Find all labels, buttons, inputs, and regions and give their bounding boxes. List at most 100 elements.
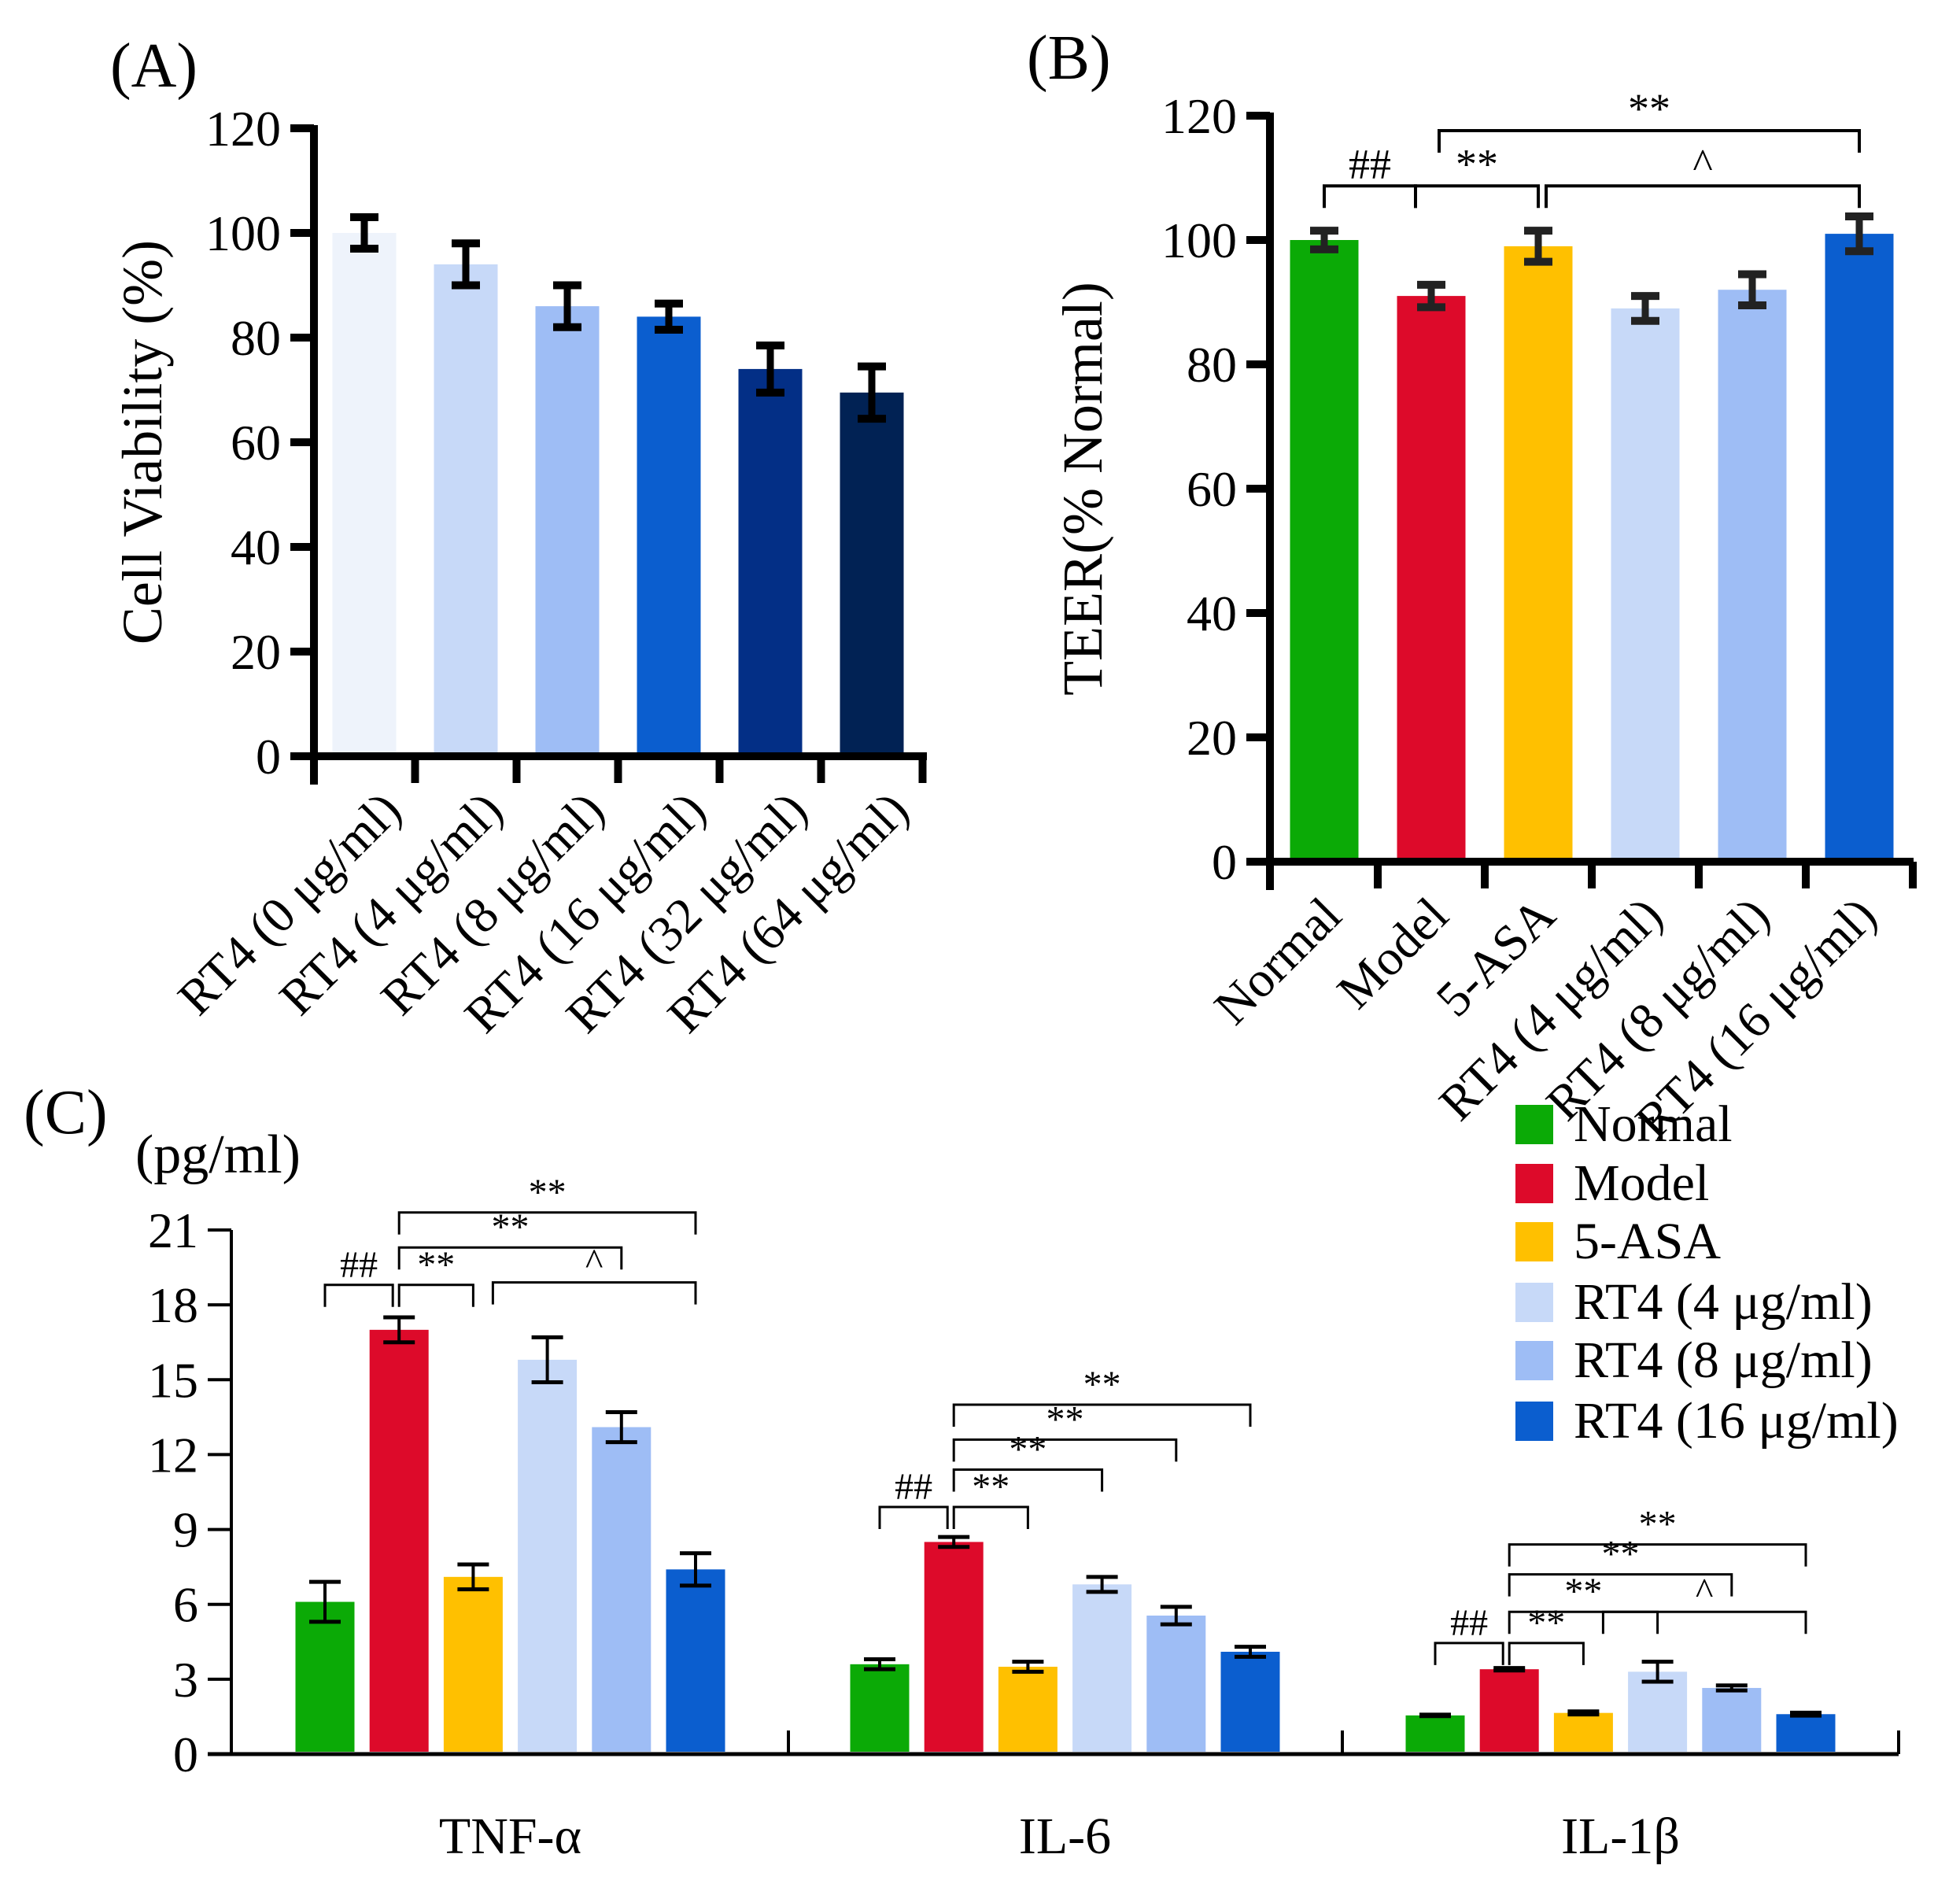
significance-label: ## — [1450, 1602, 1488, 1644]
y-tick-label: 100 — [205, 205, 281, 261]
legend-label: RT4 (8 μg/ml) — [1574, 1332, 1873, 1389]
bar — [1504, 246, 1573, 858]
y-axis-title: (pg/ml) — [135, 1125, 301, 1185]
legend-label: 5-ASA — [1574, 1213, 1721, 1270]
significance-bracket — [952, 1403, 1252, 1427]
bar — [592, 1427, 651, 1752]
bar — [1405, 1715, 1465, 1752]
y-tick-label: 0 — [256, 729, 281, 785]
bar — [332, 233, 397, 752]
y-tick-label: 100 — [1161, 212, 1237, 268]
legend-item: Normal — [1515, 1095, 1733, 1153]
y-tick-label: 120 — [205, 101, 281, 157]
bar — [924, 1542, 984, 1752]
significance-bracket — [1508, 1642, 1585, 1665]
significance-label: ** — [1602, 1534, 1640, 1575]
bar — [850, 1664, 910, 1752]
significance-label: ** — [1083, 1364, 1121, 1405]
significance-bracket — [878, 1505, 949, 1530]
significance-bracket — [952, 1438, 1178, 1462]
y-tick-label: 6 — [173, 1577, 198, 1633]
significance-bracket — [491, 1281, 697, 1305]
significance-label: ## — [1349, 140, 1391, 187]
bar — [738, 368, 803, 752]
significance-label: ** — [1628, 85, 1670, 132]
bar — [1776, 1714, 1836, 1752]
group-label: TNF-α — [439, 1808, 581, 1865]
legend-item: RT4 (8 μg/ml) — [1515, 1332, 1873, 1389]
bar — [434, 264, 498, 752]
bar — [295, 1601, 355, 1752]
y-tick-label: 0 — [173, 1727, 198, 1782]
significance-label: ## — [340, 1244, 378, 1286]
significance-bracket — [1414, 184, 1540, 209]
legend-swatch — [1515, 1402, 1553, 1441]
panel-c-cytokines: (C) (pg/ml) 0 3 6 9 12 15 18 21 TNF-α IL-6 IL-1β ## **… — [24, 1078, 1900, 1865]
bar — [1220, 1651, 1280, 1752]
significance-label: ** — [1456, 140, 1498, 187]
bar — [1146, 1615, 1206, 1752]
significance-label: ** — [972, 1466, 1010, 1508]
significance-bracket — [397, 1283, 474, 1307]
y-tick-label: 3 — [173, 1652, 198, 1708]
bar — [1718, 290, 1787, 858]
panel-label: (A) — [110, 31, 197, 101]
bar — [1825, 234, 1894, 859]
bar — [1553, 1712, 1613, 1752]
legend-item: RT4 (16 μg/ml) — [1515, 1392, 1899, 1450]
legend-label: Model — [1574, 1154, 1709, 1212]
significance-bracket — [1438, 128, 1861, 153]
y-tick-label: 12 — [148, 1427, 198, 1483]
y-tick-label: 9 — [173, 1502, 198, 1558]
y-tick-label: 120 — [1161, 88, 1237, 144]
group-label: IL-6 — [1019, 1808, 1111, 1865]
y-tick-label: 18 — [148, 1277, 198, 1333]
significance-bracket — [1434, 1642, 1504, 1665]
significance-bracket — [323, 1283, 394, 1307]
bar — [1290, 240, 1359, 858]
bar — [1702, 1687, 1762, 1752]
y-tick-label: 60 — [1187, 461, 1237, 517]
y-tick-label: 0 — [1212, 834, 1237, 890]
bar — [1611, 308, 1680, 858]
legend-swatch — [1515, 1105, 1553, 1144]
significance-bracket — [1545, 184, 1861, 209]
bar — [840, 392, 904, 752]
legend-item: RT4 (4 μg/ml) — [1515, 1273, 1873, 1331]
bar — [1479, 1669, 1539, 1752]
significance-label: ** — [1009, 1428, 1046, 1470]
significance-bracket — [397, 1246, 623, 1270]
bar — [535, 306, 600, 753]
bar — [637, 316, 701, 752]
significance-bracket — [1601, 1610, 1807, 1634]
bar — [369, 1329, 429, 1752]
significance-bracket — [1508, 1573, 1733, 1597]
panel-label: (C) — [24, 1078, 108, 1147]
y-tick-label: 21 — [148, 1202, 198, 1258]
legend-swatch — [1515, 1341, 1553, 1380]
y-tick-label: 80 — [231, 310, 281, 366]
significance-label: ^ — [1696, 1571, 1714, 1612]
significance-bracket — [1508, 1610, 1659, 1634]
bar — [1628, 1671, 1688, 1752]
bar — [518, 1359, 578, 1752]
significance-bracket — [952, 1468, 1104, 1492]
significance-label: ** — [1639, 1504, 1677, 1546]
significance-label: ** — [529, 1172, 567, 1213]
y-tick-label: 40 — [231, 519, 281, 575]
bar — [1072, 1584, 1132, 1752]
bar — [443, 1576, 503, 1752]
group-label: IL-1β — [1561, 1808, 1680, 1865]
legend-label: Normal — [1574, 1095, 1733, 1153]
legend-label: RT4 (16 μg/ml) — [1574, 1392, 1899, 1450]
significance-label: ^ — [1692, 140, 1712, 187]
legend-swatch — [1515, 1222, 1553, 1261]
panel-label: (B) — [1027, 24, 1111, 93]
y-tick-label: 40 — [1187, 585, 1237, 641]
legend-item: Model — [1515, 1154, 1709, 1212]
y-tick-label: 15 — [148, 1352, 198, 1408]
y-tick-label: 20 — [231, 624, 281, 680]
significance-label: ** — [417, 1244, 455, 1286]
